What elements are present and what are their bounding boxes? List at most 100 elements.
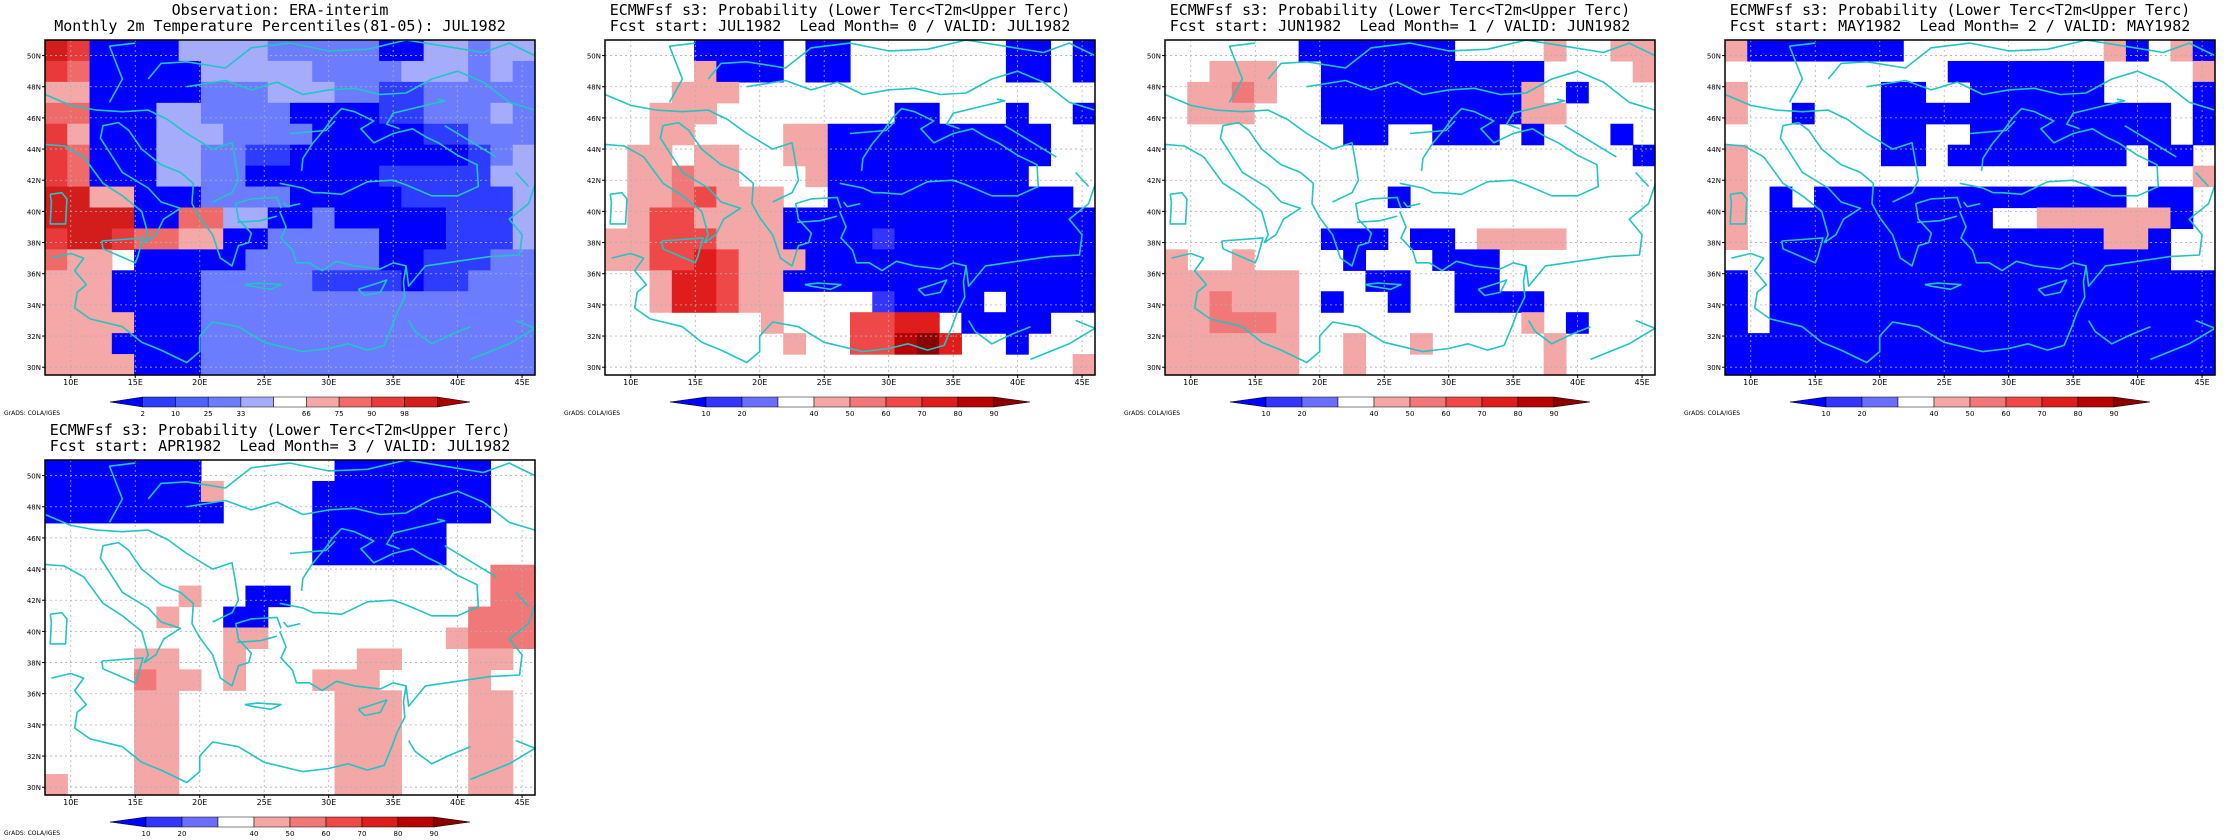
data-cell [1836,312,1860,334]
data-cell [694,207,717,230]
data-cell [490,270,514,292]
data-cell [312,354,336,376]
lon-tick-label: 35E [2066,378,2081,387]
lat-tick-label: 34N [587,302,601,310]
data-cell [1231,249,1255,271]
coastline [1780,237,1824,264]
colorbar: 10 20 40 50 60 70 80 90 [1229,396,1591,418]
data-cell [1814,312,1837,334]
coastline [1729,191,1748,225]
data-cell [1209,291,1233,313]
data-cell [468,732,492,754]
lon-tick-label: 10E [1183,378,1198,387]
data-cell [827,249,851,271]
data-cell [2148,249,2172,271]
coastline [1364,282,1402,291]
data-cell [445,501,469,524]
data-cell [805,60,829,83]
data-cell [490,165,514,188]
data-cell [178,585,202,608]
data-cell [2170,291,2194,313]
data-cell [1410,81,1433,104]
coastline [804,282,842,291]
data-cell [178,165,202,188]
data-cell [1880,270,1904,292]
data-cell [872,228,896,250]
data-cell [67,312,91,334]
coastline [44,513,240,623]
data-cell [1254,270,1277,292]
data-cell [1725,354,1748,376]
data-cell [468,501,492,524]
colorbar-swatch [1517,396,1555,408]
data-cell [200,144,224,167]
data-cell [379,480,402,503]
colorbar-label: 50 [846,410,855,418]
data-cell [983,207,1007,230]
data-cell [916,144,940,167]
colorbar-swatch [207,396,242,408]
data-cell [67,480,91,503]
data-cell [850,186,873,209]
map-plot: 10E 15E 20E 25E 30E 35E 40E 45E 30N 32N 34N 36N 38N 4… [27,39,536,418]
data-cell [2103,333,2127,355]
data-cell [423,144,447,167]
coastline [842,201,861,208]
coastline [1525,184,1656,287]
data-cell [267,102,291,125]
data-cell [490,144,514,167]
coastline [237,635,278,644]
colorbar-swatch [371,396,405,408]
data-cell [45,333,68,355]
data-cell [1050,291,1074,313]
data-cell [827,123,851,146]
data-cell [156,354,180,376]
data-cell [983,165,1007,188]
data-cell [445,81,469,104]
data-cell [1947,270,1971,292]
data-cell [267,81,291,104]
coastline [100,237,144,264]
data-cell [156,123,180,146]
data-cell [312,40,336,62]
data-cell [468,291,492,313]
data-cell [1276,291,1300,313]
coastline [1731,211,2087,364]
data-cell [45,460,68,482]
data-cell [379,690,402,712]
data-cell [1499,291,1522,313]
data-cell [490,732,514,754]
data-cell [1387,60,1411,83]
data-cell [401,543,425,566]
grads-credit: GrADS: COLA/IGES [1124,410,1181,417]
data-cell [445,354,469,376]
data-cell [1343,40,1367,62]
data-cell [1028,60,1052,83]
data-cell [894,291,918,313]
data-cell [67,207,91,230]
colorbar-swatch [1969,396,2007,408]
data-cell [2103,291,2127,313]
data-cell [2148,144,2172,167]
data-cell [2103,123,2127,146]
data-cell [2036,60,2060,83]
coastline [1527,320,1591,345]
data-cell [490,564,514,587]
coastline [237,215,278,224]
data-cell [1725,81,1748,104]
colorbar-label: 70 [2038,410,2047,418]
data-cell [850,249,873,271]
coastline [668,42,696,103]
grads-credit: GrADS: COLA/IGES [4,830,61,837]
data-cell [894,144,918,167]
data-cell [178,291,202,313]
data-cell [468,627,492,650]
data-cell [2014,249,2038,271]
data-cell [716,165,740,188]
data-cell [512,207,536,230]
data-cell [1903,123,1927,146]
coastline [282,621,301,628]
data-cell [1791,354,1815,376]
data-cell [2170,312,2194,334]
data-cell [334,354,358,376]
